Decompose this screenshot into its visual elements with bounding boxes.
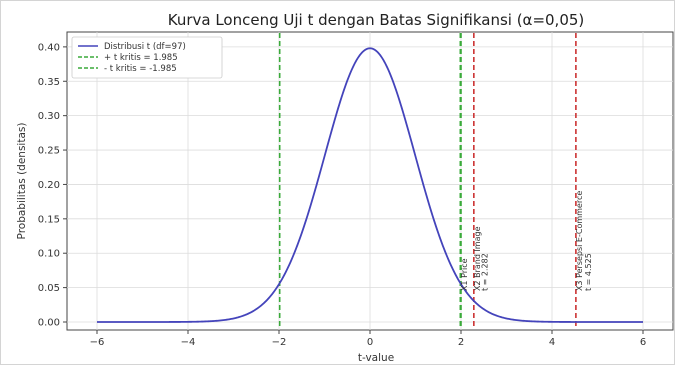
y-tick-label: 0.40 [38,42,60,53]
annotation-label: X3 Persepsi E-Commerce [575,191,584,291]
plot-area: 0.00 0.05 0.10 0.15 0.20 0.25 0.30 0.35 0.40 −6 −4… [38,31,674,348]
legend: Distribusi t (df=97)+ t kritis = 1.985- … [71,36,223,79]
x-tick-label: −2 [272,337,287,348]
y-tick-label: 0.35 [38,77,60,88]
annotation-label: X2 Brand Image [473,226,482,291]
y-tick-label: 0.00 [38,318,60,329]
annotation-label: X1 Price [460,258,469,291]
legend-label: - t kritis = -1.985 [104,64,177,74]
legend-label: + t kritis = 1.985 [104,53,178,63]
y-tick-label: 0.25 [38,146,60,157]
annotation-label: t = 4.525 [584,253,593,291]
x-tick-label: 0 [367,337,373,348]
x-tick-label: −4 [181,337,196,348]
y-tick-label: 0.10 [38,249,60,260]
x-tick-label: −6 [90,337,105,348]
legend-box [71,36,223,79]
y-tick-label: 0.05 [38,283,60,294]
legend-label: Distribusi t (df=97) [104,42,186,52]
x-tick-label: 6 [640,337,646,348]
chart-title: Kurva Lonceng Uji t dengan Batas Signifi… [168,11,585,29]
y-axis-label: Probabilitas (densitas) [16,123,28,240]
y-tick-label: 0.15 [38,214,60,225]
x-axis-label: t-value [358,352,394,364]
x-tick-label: 2 [458,337,464,348]
annotation-label: t = 2.282 [480,253,489,291]
x-tick-label: 4 [549,337,555,348]
y-tick-label: 0.20 [38,180,60,191]
y-tick-label: 0.30 [38,111,60,122]
series-line-t-distribution [97,47,643,323]
